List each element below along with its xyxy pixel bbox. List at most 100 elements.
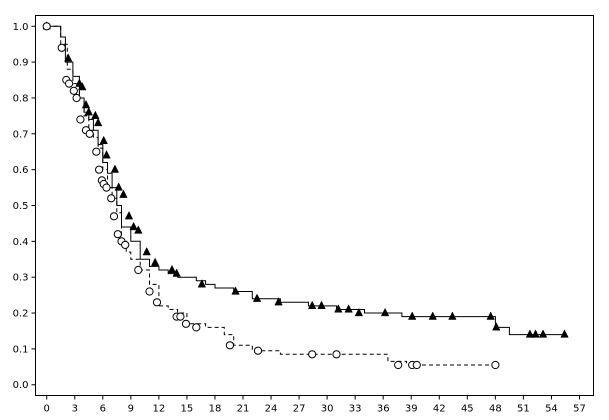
censor-mark-circle [181,319,191,328]
x-tick-label: 54 [545,404,558,415]
censor-mark-triangle [84,107,93,116]
censor-mark-circle [65,79,74,88]
censor-mark-circle [394,360,403,370]
censor-mark-circle [308,350,317,359]
censor-mark-triangle [380,307,390,317]
x-tick-label: 21 [237,404,250,415]
censor-mark-circle [42,22,51,31]
censor-mark-triangle [538,329,548,338]
censor-mark-circle [134,265,143,275]
censor-mark-circle [69,86,78,95]
x-tick-label: 3 [72,404,78,415]
censor-mark-circle [102,183,111,192]
x-tick-label: 45 [461,404,474,415]
x-tick-label: 12 [153,404,166,415]
censor-mark-circle [109,212,119,221]
censor-mark-circle [76,115,85,124]
x-tick-label: 39 [405,404,418,415]
censor-mark-triangle [150,257,160,266]
censor-mark-circle [121,240,130,249]
censor-mark-triangle [231,286,240,295]
censor-mark-triangle [560,329,569,338]
x-tick-label: 9 [128,404,134,415]
censor-mark-triangle [114,182,123,191]
censor-mark-circle [57,43,66,52]
x-tick-label: 57 [573,404,586,415]
censor-mark-triangle [317,300,326,309]
censor-mark-triangle [102,150,111,159]
censor-mark-circle [95,165,104,174]
x-tick-label: 33 [349,404,362,415]
censor-mark-triangle [172,268,181,277]
censor-mark-circle [176,312,185,321]
y-tick-label: 0.8 [13,93,29,104]
censor-mark-triangle [525,329,535,338]
x-tick-label: 18 [209,404,222,415]
x-tick-label: 15 [181,404,194,415]
censor-mark-triangle [274,297,283,306]
x-tick-label: 51 [517,404,530,415]
censor-mark-triangle [344,304,353,313]
y-tick-label: 0.0 [13,380,29,391]
y-tick-label: 0.3 [13,273,29,284]
censor-mark-triangle [354,307,364,317]
censor-mark-triangle [197,279,207,288]
censor-mark-triangle [64,53,73,62]
y-tick-label: 0.9 [13,58,29,69]
censor-mark-circle [92,147,101,156]
x-tick-label: 24 [265,404,278,415]
censor-mark-circle [192,323,201,332]
censor-mark-circle [253,346,263,355]
x-tick-label: 48 [489,404,502,415]
y-axis: 0.0 0.1 0.2 0.3 0.4 0.5 0.6 0.7 0.8 0.9 1.0 [13,22,36,391]
censor-mark-triangle [167,264,177,274]
censor-mark-circle [152,298,162,307]
censor-mark-triangle [110,164,120,173]
x-tick-label: 30 [321,404,334,415]
y-tick-label: 0.5 [13,201,29,212]
censor-mark-circle [332,350,341,359]
censor-mark-triangle [428,311,437,320]
censor-mark-triangle [119,189,128,198]
x-tick-label: 42 [433,404,446,415]
censor-mark-circle [145,287,154,296]
censor-mark-triangle [134,225,143,234]
series-layer [42,21,569,370]
censor-mark-triangle [252,293,262,302]
censor-mark-circle [225,341,234,350]
censor-mark-triangle [99,135,108,145]
censor-mark-triangle [81,99,91,109]
series-1-line [46,25,566,336]
x-tick-label: 27 [293,404,306,415]
censor-mark-triangle [407,311,417,320]
x-tick-label: 36 [377,404,390,415]
series-1 [42,21,569,338]
y-tick-label: 0.2 [13,309,29,320]
censor-mark-triangle [307,300,317,309]
censor-mark-circle [113,230,122,239]
censor-mark-triangle [129,221,138,231]
censor-mark-triangle [492,322,501,331]
censor-mark-circle [85,129,94,138]
x-axis: 0 3 6 9 12 15 18 21 24 27 30 33 36 39 42 45 48 51 54 57 [44,395,586,415]
x-tick-label: 6 [100,404,106,415]
censor-mark-triangle [448,311,457,320]
censor-mark-triangle [531,329,540,338]
censor-mark-circle [491,360,500,370]
y-tick-label: 0.1 [13,344,29,355]
censor-mark-triangle [124,211,134,220]
y-tick-label: 1.0 [13,22,29,33]
censor-mark-circle [72,93,81,103]
series-2 [42,22,500,370]
censor-mark-triangle [91,110,100,119]
censor-mark-triangle [142,246,151,256]
x-tick-label: 0 [44,404,50,415]
censor-mark-triangle [78,81,87,91]
series-2-line [46,25,496,366]
censor-mark-circle [107,194,116,203]
y-tick-label: 0.4 [13,237,29,248]
censor-mark-triangle [486,311,495,320]
censor-mark-triangle [93,117,103,127]
y-tick-label: 0.6 [13,165,29,176]
